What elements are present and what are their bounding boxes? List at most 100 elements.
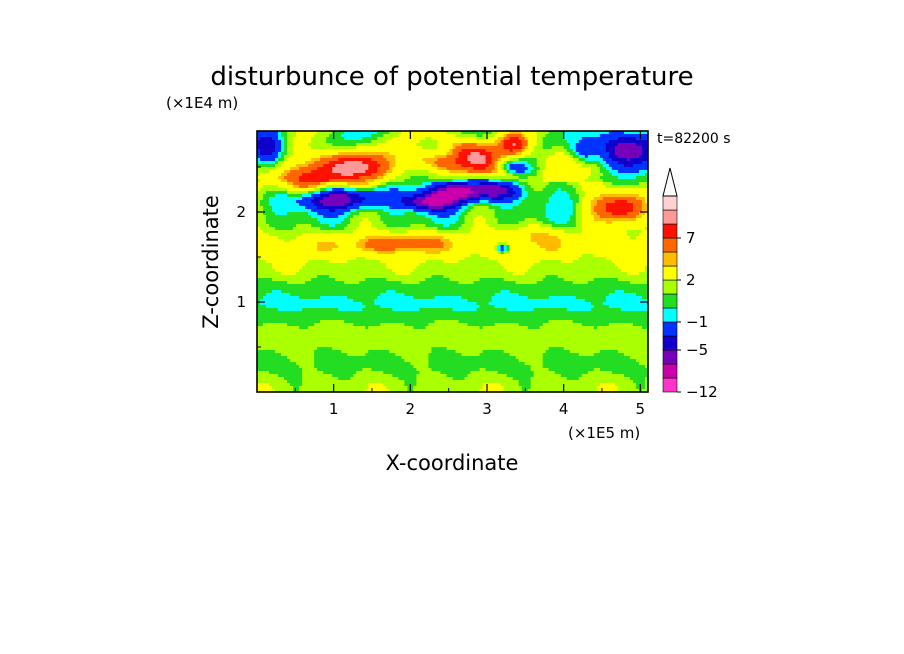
heatmap-cell	[311, 173, 315, 177]
heatmap-cell	[425, 218, 430, 222]
heatmap-cell	[350, 212, 354, 216]
heatmap-cell	[371, 185, 375, 189]
heatmap-cell	[263, 143, 267, 147]
heatmap-cell	[632, 164, 637, 168]
heatmap-cell	[620, 206, 625, 210]
heatmap-cell	[380, 182, 384, 186]
heatmap-cell	[500, 224, 505, 228]
heatmap-cell	[260, 152, 264, 156]
heatmap-cell	[455, 200, 460, 204]
heatmap-cell	[596, 134, 601, 138]
heatmap-cell	[395, 143, 399, 147]
heatmap-cell	[548, 158, 553, 162]
heatmap-cell	[356, 170, 360, 174]
heatmap-cell	[530, 134, 535, 138]
heatmap-cell	[437, 143, 442, 147]
heatmap-cell	[320, 206, 324, 210]
heatmap-cell	[389, 221, 393, 225]
heatmap-cell	[350, 176, 354, 180]
heatmap-cell	[335, 155, 339, 159]
heatmap-cell	[422, 161, 427, 165]
heatmap-cell	[605, 206, 610, 210]
heatmap-cell	[293, 188, 297, 192]
heatmap-cell	[269, 200, 273, 204]
heatmap-cell	[371, 137, 375, 141]
heatmap-cell	[353, 167, 357, 171]
heatmap-cell	[596, 164, 601, 168]
heatmap-cell	[446, 197, 451, 201]
heatmap-cell	[443, 191, 448, 195]
heatmap-cell	[299, 164, 303, 168]
heatmap-cell	[530, 155, 535, 159]
heatmap-cell	[611, 137, 616, 141]
heatmap-cell	[257, 143, 261, 147]
heatmap-cell	[539, 209, 544, 213]
heatmap-cell	[362, 224, 366, 228]
heatmap-cell	[341, 197, 345, 201]
heatmap-cell	[455, 137, 460, 141]
heatmap-cell	[458, 224, 463, 228]
heatmap-cell	[431, 203, 436, 207]
heatmap-cell	[356, 194, 360, 198]
heatmap-cell	[365, 200, 369, 204]
heatmap-cell	[626, 137, 631, 141]
heatmap-cell	[611, 194, 616, 198]
heatmap-cell	[458, 158, 463, 162]
heatmap-cell	[536, 203, 541, 207]
heatmap-cell	[605, 182, 610, 186]
heatmap-cell	[632, 182, 637, 186]
heatmap-cell	[509, 131, 514, 135]
heatmap-cell	[281, 206, 285, 210]
heatmap-cell	[308, 224, 312, 228]
heatmap-cell	[389, 137, 393, 141]
heatmap-cell	[632, 152, 637, 156]
heatmap-cell	[308, 158, 312, 162]
heatmap-cell	[344, 155, 348, 159]
heatmap-cell	[401, 188, 405, 192]
heatmap-cell	[404, 212, 408, 216]
heatmap-cell	[413, 206, 418, 210]
heatmap-cell	[392, 161, 396, 165]
heatmap-cell	[320, 215, 324, 219]
heatmap-cell	[404, 146, 408, 150]
heatmap-cell	[590, 152, 595, 156]
heatmap-cell	[641, 197, 646, 201]
heatmap-cell	[470, 137, 475, 141]
heatmap-cell	[542, 131, 547, 135]
heatmap-cell	[317, 131, 321, 135]
heatmap-cell	[476, 164, 481, 168]
heatmap-cell	[512, 164, 517, 168]
heatmap-cell	[425, 176, 430, 180]
heatmap-cell	[563, 134, 568, 138]
heatmap-cell	[449, 146, 454, 150]
heatmap-cell	[458, 218, 463, 222]
heatmap-cell	[560, 206, 565, 210]
heatmap-cell	[356, 179, 360, 183]
heatmap-cell	[515, 182, 520, 186]
heatmap-cell	[269, 146, 273, 150]
heatmap-cell	[581, 140, 586, 144]
heatmap-cell	[365, 137, 369, 141]
heatmap-cell	[524, 179, 529, 183]
heatmap-cell	[302, 224, 306, 228]
heatmap-cell	[347, 167, 351, 171]
heatmap-cell	[356, 203, 360, 207]
heatmap-cell	[542, 143, 547, 147]
heatmap-cell	[488, 161, 493, 165]
heatmap-cell	[503, 188, 508, 192]
heatmap-cell	[629, 152, 634, 156]
heatmap-cell	[317, 224, 321, 228]
heatmap-cell	[602, 176, 607, 180]
heatmap-cell	[386, 137, 390, 141]
heatmap-cell	[275, 218, 279, 222]
heatmap-cell	[575, 152, 580, 156]
heatmap-cell	[635, 176, 640, 180]
heatmap-cell	[566, 146, 571, 150]
heatmap-cell	[407, 176, 411, 180]
heatmap-cell	[392, 209, 396, 213]
heatmap-cell	[311, 146, 315, 150]
heatmap-cell	[266, 173, 270, 177]
heatmap-cell	[464, 158, 469, 162]
heatmap-cell	[374, 221, 378, 225]
heatmap-cell	[533, 188, 538, 192]
